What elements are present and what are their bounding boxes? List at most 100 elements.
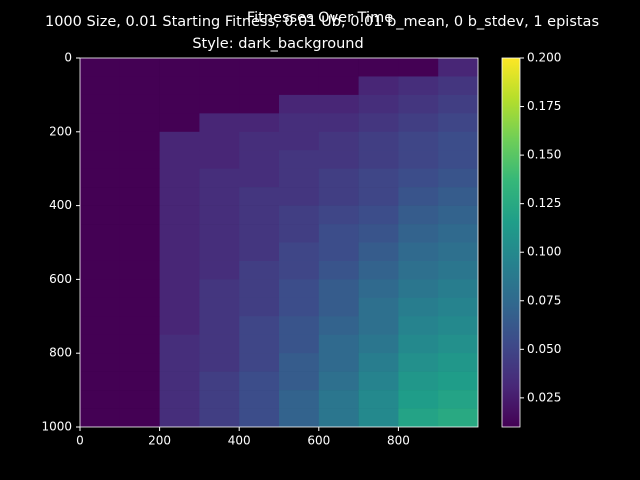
heat-cell (199, 205, 240, 225)
heat-cell (438, 113, 478, 133)
heat-cell (80, 260, 121, 280)
heat-cell (358, 150, 399, 169)
heat-cell (199, 150, 240, 169)
heat-cell (398, 334, 439, 354)
heat-cell (398, 242, 439, 262)
heat-cell (398, 297, 439, 317)
colorbar-tick-label: 0.200 (527, 51, 561, 65)
chart-title: Fitnesses Over Time (247, 10, 393, 26)
y-tick-label: 1000 (41, 420, 72, 434)
heat-cell (199, 131, 240, 151)
heat-cell (159, 76, 200, 96)
heat-cell (438, 131, 478, 151)
heat-cell (119, 334, 160, 354)
colorbar-tick-label: 0.150 (527, 148, 561, 162)
heat-cell (80, 113, 121, 133)
plot-frame (79, 57, 479, 428)
heat-cell (239, 224, 280, 243)
heat-cell (239, 76, 280, 96)
heat-cell (199, 316, 240, 336)
heat-cell (80, 279, 121, 299)
heat-cell (358, 316, 399, 336)
heat-cell (80, 205, 121, 225)
heat-cell (239, 94, 280, 114)
heat-cell (239, 334, 280, 354)
heat-cell (159, 150, 200, 169)
heat-cell (159, 187, 200, 206)
heat-cell (199, 260, 240, 280)
y-tick-label: 400 (49, 198, 72, 212)
heat-cell (279, 187, 320, 206)
heat-cell (438, 279, 478, 299)
heat-cell (159, 297, 200, 317)
heat-cell (279, 94, 320, 114)
heat-cell (279, 390, 320, 409)
heat-cell (398, 353, 439, 372)
heat-cell (318, 408, 359, 427)
heat-cell (239, 279, 280, 299)
heat-cell (80, 168, 121, 188)
heat-cell (159, 58, 200, 77)
colorbar-tick-label: 0.125 (527, 196, 561, 210)
heat-cell (358, 279, 399, 299)
colorbar (501, 57, 521, 428)
heat-cell (159, 390, 200, 409)
heat-cell (279, 371, 320, 391)
heat-cell (398, 131, 439, 151)
heat-cell (318, 297, 359, 317)
heat-cell (80, 297, 121, 317)
heat-cell (279, 297, 320, 317)
heat-cell (279, 279, 320, 299)
heat-cell (159, 334, 200, 354)
heat-cell (398, 76, 439, 96)
heat-cell (438, 371, 478, 391)
heat-cell (239, 187, 280, 206)
heat-cell (80, 187, 121, 206)
heat-cell (159, 279, 200, 299)
heat-cell (318, 168, 359, 188)
heat-cell (398, 94, 439, 114)
heat-cell (438, 316, 478, 336)
heat-cell (80, 408, 121, 427)
heat-cell (159, 353, 200, 372)
heat-cell (398, 279, 439, 299)
heat-cell (279, 113, 320, 133)
heat-cell (119, 131, 160, 151)
heat-cell (279, 168, 320, 188)
heat-cell (119, 408, 160, 427)
heat-cell (119, 297, 160, 317)
heat-cell (358, 76, 399, 96)
heat-cell (239, 205, 280, 225)
heat-cell (438, 150, 478, 169)
heat-cell (438, 168, 478, 188)
heat-cell (159, 242, 200, 262)
heat-cell (318, 131, 359, 151)
heat-cell (119, 353, 160, 372)
heat-cell (80, 371, 121, 391)
heat-cell (80, 76, 121, 96)
heat-cell (318, 58, 359, 77)
heat-cell (318, 150, 359, 169)
heat-cell (199, 279, 240, 299)
heat-cell (80, 224, 121, 243)
heat-cell (358, 353, 399, 372)
heat-cell (279, 242, 320, 262)
heat-cell (358, 224, 399, 243)
heat-cell (159, 168, 200, 188)
heat-cell (119, 187, 160, 206)
heat-cell (199, 371, 240, 391)
heat-cell (279, 260, 320, 280)
heat-cell (239, 408, 280, 427)
heat-cell (398, 371, 439, 391)
y-tick-label: 800 (49, 346, 72, 360)
heat-cell (199, 390, 240, 409)
heatmap (80, 58, 478, 427)
heat-cell (438, 334, 478, 354)
heat-cell (199, 58, 240, 77)
heat-cell (398, 224, 439, 243)
heat-cell (358, 94, 399, 114)
heat-cell (318, 353, 359, 372)
heat-cell (199, 224, 240, 243)
heat-cell (438, 408, 478, 427)
y-tick-label: 200 (49, 124, 72, 138)
